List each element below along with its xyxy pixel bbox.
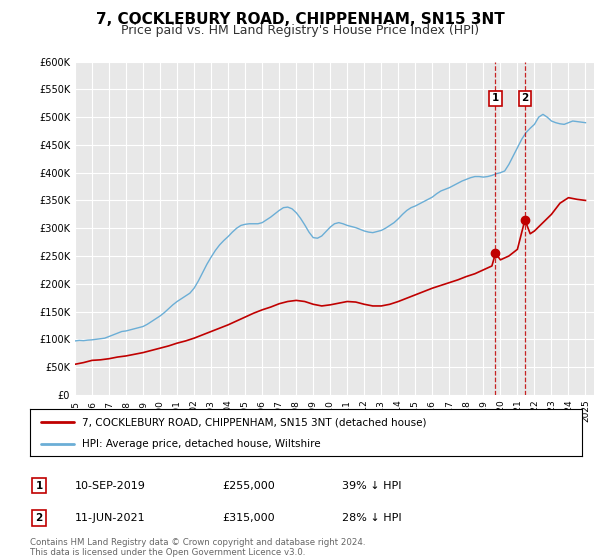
Text: £255,000: £255,000	[222, 480, 275, 491]
Text: 10-SEP-2019: 10-SEP-2019	[75, 480, 146, 491]
Text: 28% ↓ HPI: 28% ↓ HPI	[342, 513, 401, 523]
Text: £315,000: £315,000	[222, 513, 275, 523]
Text: 11-JUN-2021: 11-JUN-2021	[75, 513, 146, 523]
Text: Price paid vs. HM Land Registry's House Price Index (HPI): Price paid vs. HM Land Registry's House …	[121, 24, 479, 37]
Text: 2: 2	[35, 513, 43, 523]
Text: Contains HM Land Registry data © Crown copyright and database right 2024.
This d: Contains HM Land Registry data © Crown c…	[30, 538, 365, 557]
Text: 2: 2	[521, 94, 529, 103]
Text: HPI: Average price, detached house, Wiltshire: HPI: Average price, detached house, Wilt…	[82, 439, 321, 449]
Text: 39% ↓ HPI: 39% ↓ HPI	[342, 480, 401, 491]
Text: 1: 1	[35, 480, 43, 491]
Text: 7, COCKLEBURY ROAD, CHIPPENHAM, SN15 3NT: 7, COCKLEBURY ROAD, CHIPPENHAM, SN15 3NT	[95, 12, 505, 27]
Text: 7, COCKLEBURY ROAD, CHIPPENHAM, SN15 3NT (detached house): 7, COCKLEBURY ROAD, CHIPPENHAM, SN15 3NT…	[82, 417, 427, 427]
Text: 1: 1	[492, 94, 499, 103]
